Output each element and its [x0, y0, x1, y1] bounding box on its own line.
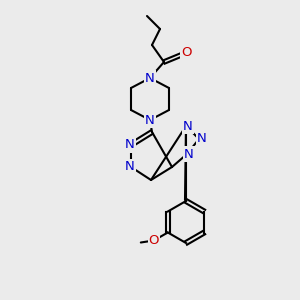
- Text: O: O: [148, 234, 159, 247]
- Text: N: N: [197, 133, 207, 146]
- Text: N: N: [183, 119, 193, 133]
- Text: N: N: [125, 160, 135, 173]
- Text: O: O: [181, 46, 191, 59]
- Text: N: N: [145, 113, 155, 127]
- Text: N: N: [125, 139, 135, 152]
- Text: N: N: [184, 148, 194, 160]
- Text: N: N: [145, 71, 155, 85]
